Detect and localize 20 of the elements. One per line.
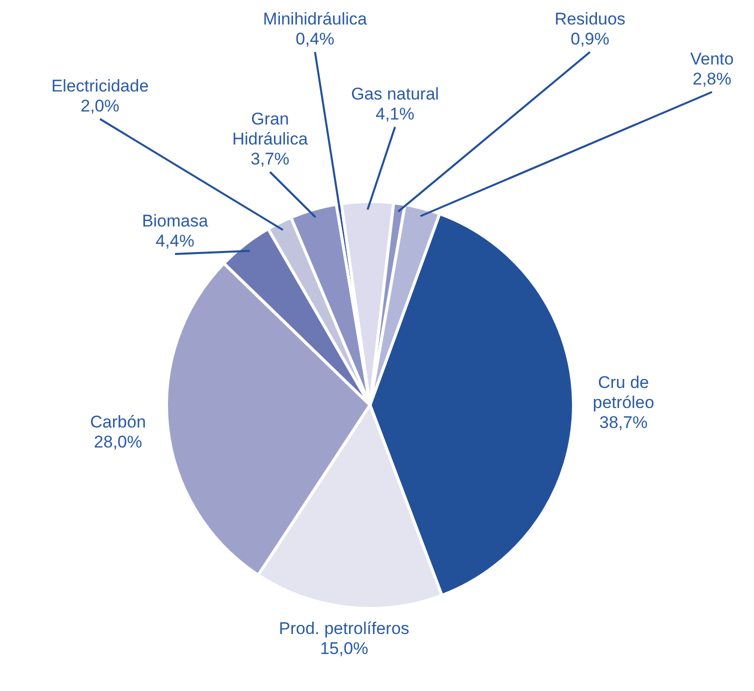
data-label: 15,0% <box>320 638 368 658</box>
slice-label: Residuos <box>554 10 626 29</box>
slice-label: Cru de petróleo <box>592 373 654 412</box>
data-label: 2,8% <box>692 70 732 89</box>
slice-label: Biomasa <box>142 212 209 231</box>
data-label: 2,0% <box>80 96 120 116</box>
slice-label: Electricidade <box>51 76 149 96</box>
data-label: 38,7% <box>599 413 648 432</box>
slice-label: Gran Hidráulica <box>232 110 308 149</box>
data-label: 4,4% <box>156 232 194 251</box>
data-label: 4,1% <box>376 104 414 124</box>
slice-label: Carbón <box>90 412 146 432</box>
data-label: 3,7% <box>250 150 290 169</box>
slice-label: Gas natural <box>351 84 439 104</box>
data-label: 0,9% <box>570 30 610 49</box>
slice-label: Prod. petrolíferos <box>278 618 410 638</box>
slice-label: Vento <box>690 50 734 69</box>
data-label: 28,0% <box>94 432 142 452</box>
data-label: 0,4% <box>296 30 334 49</box>
slice-label: Minihidráulica <box>263 10 368 29</box>
